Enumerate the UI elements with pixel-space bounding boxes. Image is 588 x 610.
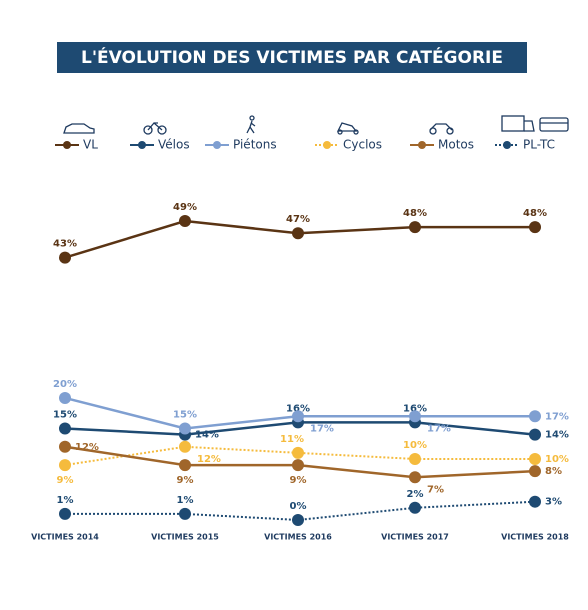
x-tick-label: VICTIMES 2018 — [501, 533, 569, 542]
data-label: 20% — [53, 379, 77, 390]
data-point — [179, 422, 191, 435]
data-label: 49% — [173, 202, 197, 213]
legend-marker — [503, 141, 511, 149]
data-label: 47% — [286, 214, 310, 225]
data-label: 16% — [286, 403, 310, 414]
legend-label: Piétons — [233, 138, 277, 152]
legend-label: Cyclos — [343, 138, 382, 152]
data-point — [409, 501, 421, 514]
data-label: 17% — [545, 411, 569, 422]
data-label: 9% — [290, 475, 307, 486]
data-point — [529, 428, 541, 441]
x-tick-label: VICTIMES 2016 — [264, 533, 332, 542]
data-point — [409, 221, 421, 234]
title-box — [57, 42, 527, 73]
data-point — [59, 391, 71, 404]
data-point — [529, 221, 541, 234]
data-point — [292, 410, 304, 423]
data-point — [409, 471, 421, 484]
x-tick-label: VICTIMES 2015 — [151, 533, 219, 542]
data-label: 15% — [53, 409, 77, 420]
truck-icon — [501, 115, 525, 132]
legend-label: VL — [83, 138, 98, 152]
x-tick-label: VICTIMES 2014 — [31, 533, 99, 542]
data-point — [59, 251, 71, 264]
data-label: 8% — [545, 466, 562, 477]
legend-marker — [213, 141, 221, 149]
car-icon — [63, 123, 95, 134]
data-label: 43% — [53, 239, 77, 250]
data-point — [292, 459, 304, 472]
legend-icons — [63, 115, 569, 135]
data-label: 17% — [310, 423, 334, 434]
data-label: 1% — [177, 495, 194, 506]
data-label: 16% — [403, 403, 427, 414]
legend-label: Vélos — [158, 138, 190, 152]
data-point — [292, 446, 304, 459]
data-point — [179, 440, 191, 453]
series-line — [64, 445, 535, 467]
data-label: 3% — [545, 497, 562, 508]
data-label: 1% — [57, 495, 74, 506]
data-label: 9% — [177, 475, 194, 486]
data-label: 12% — [197, 454, 221, 465]
scooter-icon — [336, 122, 358, 132]
chart-title: L'ÉVOLUTION DES VICTIMES PAR CATÉGORIE — [81, 46, 503, 68]
data-label: 0% — [290, 501, 307, 512]
data-point — [529, 452, 541, 465]
data-point — [179, 507, 191, 520]
data-point — [292, 514, 304, 526]
legend-marker — [323, 141, 331, 149]
data-label: 48% — [403, 208, 427, 219]
legend-label: PL-TC — [523, 138, 555, 152]
legend-marker — [418, 141, 426, 149]
data-point — [529, 410, 541, 423]
data-point — [179, 459, 191, 472]
data-label: 2% — [407, 489, 424, 500]
bike-icon — [143, 125, 153, 135]
data-point — [59, 422, 71, 435]
data-label: 7% — [427, 484, 444, 495]
data-point — [59, 507, 71, 520]
data-label: 17% — [427, 423, 451, 434]
data-label: 48% — [523, 208, 547, 219]
legend-marker — [138, 141, 146, 149]
data-label: 14% — [545, 430, 569, 441]
data-point — [292, 227, 304, 240]
data-point — [179, 215, 191, 227]
pedestrian-icon — [249, 115, 255, 121]
data-label: 12% — [75, 442, 99, 453]
data-label: 11% — [280, 434, 304, 445]
legend-marker — [63, 141, 71, 149]
legend-label: Motos — [438, 138, 474, 152]
x-tick-label: VICTIMES 2017 — [381, 533, 449, 542]
data-label: 15% — [173, 409, 197, 420]
data-point — [529, 495, 541, 508]
data-label: 9% — [57, 475, 74, 486]
data-label: 10% — [403, 440, 427, 451]
data-label: 10% — [545, 454, 569, 465]
bus-icon — [539, 117, 569, 132]
data-point — [59, 459, 71, 472]
data-point — [409, 410, 421, 423]
data-point — [59, 440, 71, 453]
data-label: 14% — [195, 430, 219, 441]
data-point — [409, 452, 421, 465]
data-point — [529, 465, 541, 478]
series-line — [64, 219, 535, 259]
moto-icon — [429, 123, 453, 131]
